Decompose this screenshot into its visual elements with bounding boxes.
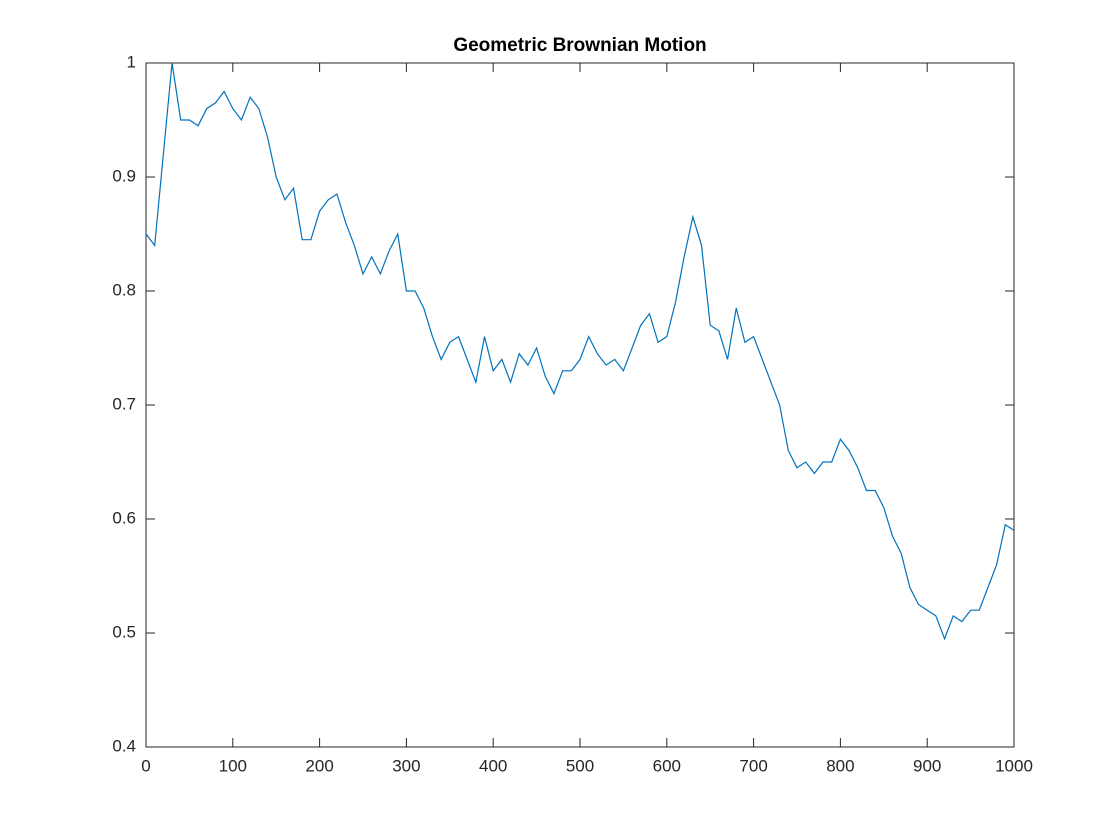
x-tick-label: 400 [479, 756, 507, 775]
plot-box [145, 62, 1015, 748]
x-tick-label: 700 [739, 756, 767, 775]
x-tick-label: 600 [653, 756, 681, 775]
data-line [145, 62, 1015, 641]
x-tick-label: 800 [826, 756, 854, 775]
x-tick-label: 300 [392, 756, 420, 775]
y-tick-label: 0.6 [112, 508, 136, 527]
x-tick-label: 500 [566, 756, 594, 775]
x-tick-label: 900 [913, 756, 941, 775]
y-tick-label: 0.9 [112, 166, 136, 185]
x-tick-label: 1000 [995, 756, 1033, 775]
y-tick-label: 0.4 [112, 736, 136, 755]
x-tick-label: 200 [305, 756, 333, 775]
y-tick-label: 1 [127, 52, 136, 71]
x-tick-label: 0 [141, 756, 150, 775]
chart-title: Geometric Brownian Motion [453, 35, 706, 56]
x-tick-label: 100 [219, 756, 247, 775]
y-tick-label: 0.7 [112, 394, 136, 413]
y-tick-label: 0.8 [112, 280, 136, 299]
y-tick-label: 0.5 [112, 622, 136, 641]
